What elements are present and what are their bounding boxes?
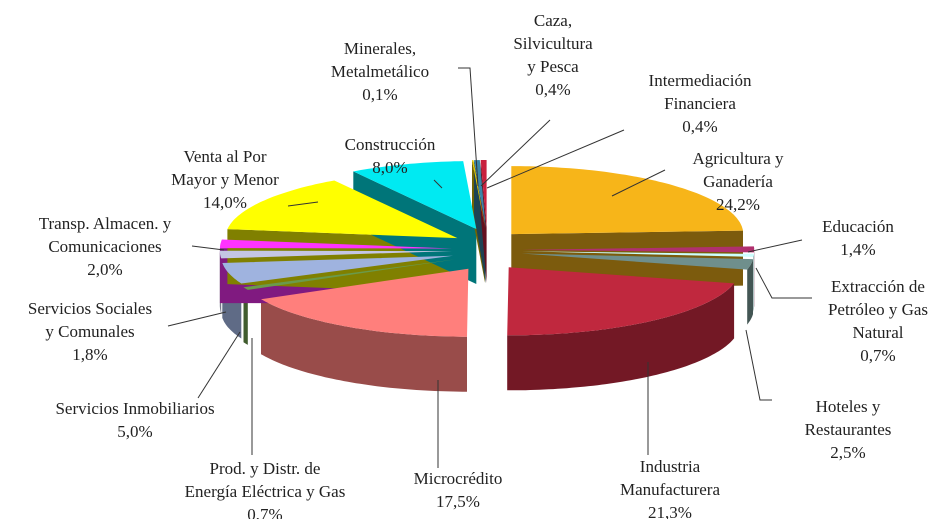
slice bbox=[480, 160, 487, 228]
slice-label: Hoteles y bbox=[816, 397, 881, 416]
slice bbox=[522, 251, 754, 257]
slice-label: Minerales, bbox=[344, 39, 416, 58]
value-label: 0,4% bbox=[682, 117, 717, 136]
leader-line bbox=[167, 311, 227, 327]
slice-label: Ganadería bbox=[703, 172, 773, 191]
slice-side bbox=[747, 259, 753, 325]
slice-label: Agricultura y bbox=[692, 149, 784, 168]
leader-line bbox=[755, 267, 812, 299]
slice bbox=[261, 268, 469, 337]
value-label: 2,5% bbox=[830, 443, 865, 462]
value-label: 1,8% bbox=[72, 345, 107, 364]
slice-label: Manufacturera bbox=[620, 480, 721, 499]
slice bbox=[472, 160, 486, 228]
value-label: 0,7% bbox=[860, 346, 895, 365]
slice bbox=[219, 239, 452, 249]
slice-label: Petróleo y Gas bbox=[828, 300, 928, 319]
value-label: 1,4% bbox=[840, 240, 875, 259]
slice bbox=[521, 253, 753, 270]
slice-label: Transp. Almacen. y bbox=[39, 214, 172, 233]
leader-line bbox=[486, 129, 625, 189]
slice bbox=[243, 259, 456, 290]
slice-label: Servicios Sociales bbox=[28, 299, 152, 318]
slice-label: Energía Eléctrica y Gas bbox=[185, 482, 346, 501]
value-label: 17,5% bbox=[436, 492, 480, 511]
slice-face bbox=[474, 160, 486, 283]
slice bbox=[522, 246, 755, 253]
slice-side bbox=[753, 253, 754, 312]
value-label: 5,0% bbox=[117, 422, 152, 441]
value-label: 8,0% bbox=[372, 158, 407, 177]
leader-line bbox=[191, 245, 225, 251]
value-label: 0,4% bbox=[535, 80, 570, 99]
leader-line bbox=[197, 331, 241, 399]
slice-label: Metalmetálico bbox=[331, 62, 429, 81]
value-label: 0,1% bbox=[362, 85, 397, 104]
slice-label: Venta al Por bbox=[183, 147, 266, 166]
value-label: 0,7% bbox=[247, 505, 282, 519]
slice-label: y Comunales bbox=[45, 322, 134, 341]
slice bbox=[511, 166, 743, 235]
slice bbox=[222, 255, 453, 284]
slice-label: Caza, bbox=[534, 11, 572, 30]
slice bbox=[353, 161, 477, 229]
value-label: 21,3% bbox=[648, 503, 692, 519]
slice-label: Mayor y Menor bbox=[171, 170, 279, 189]
slice-label: Silvicultura bbox=[513, 34, 593, 53]
slice-label: Financiera bbox=[664, 94, 736, 113]
value-label: 14,0% bbox=[203, 193, 247, 212]
slice-label: Natural bbox=[853, 323, 904, 342]
slice bbox=[219, 250, 452, 259]
leader-line bbox=[433, 179, 443, 189]
slice-label: Prod. y Distr. de bbox=[210, 459, 321, 478]
slice-label: y Pesca bbox=[527, 57, 579, 76]
value-label: 24,2% bbox=[716, 195, 760, 214]
slice-label: Educación bbox=[822, 217, 894, 236]
leader-line bbox=[287, 201, 319, 207]
leader-line bbox=[745, 329, 772, 401]
slice-side bbox=[507, 283, 735, 391]
slice-label: Microcrédito bbox=[414, 469, 503, 488]
slice bbox=[227, 180, 458, 239]
slice-label: Comunicaciones bbox=[48, 237, 161, 256]
leader-line bbox=[458, 67, 479, 187]
value-label: 2,0% bbox=[87, 260, 122, 279]
slice-label: Restaurantes bbox=[805, 420, 892, 439]
leader-line bbox=[611, 169, 666, 197]
slice-label: Servicios Inmobiliarios bbox=[55, 399, 214, 418]
slice-label: Intermediación bbox=[649, 71, 752, 90]
slice-label: Construcción bbox=[345, 135, 436, 154]
slice-label: Extracción de bbox=[831, 277, 925, 296]
slice-label: Industria bbox=[640, 457, 701, 476]
leader-line bbox=[747, 239, 803, 253]
leader-line bbox=[480, 119, 551, 187]
slice bbox=[507, 267, 735, 336]
slice-side bbox=[261, 299, 467, 392]
